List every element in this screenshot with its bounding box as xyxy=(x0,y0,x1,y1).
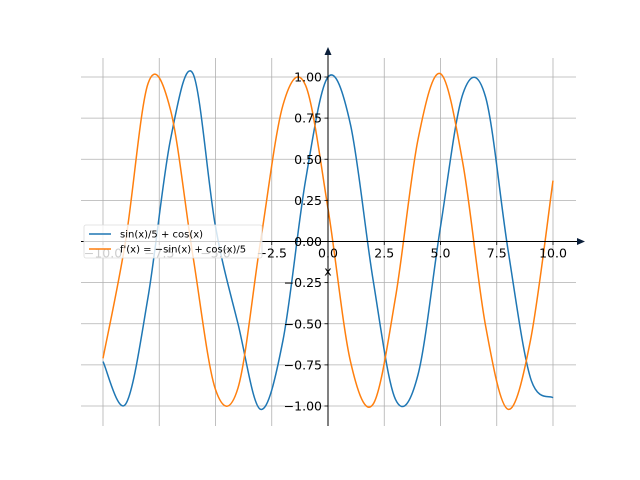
x-axis-label: x xyxy=(324,264,331,279)
x-tick-label: 7.5 xyxy=(487,246,507,261)
x-tick-label: 2.5 xyxy=(374,246,394,261)
legend-label-2: f'(x) = −sin(x) + cos(x)/5 xyxy=(120,245,246,256)
y-tick-label: 1.00 xyxy=(294,70,322,85)
y-tick-label: −0.75 xyxy=(284,357,322,372)
x-tick-label: −2.5 xyxy=(257,246,287,261)
legend-label-1: sin(x)/5 + cos(x) xyxy=(120,230,203,241)
y-tick-label: 0.75 xyxy=(294,111,322,126)
y-tick-label: −0.25 xyxy=(284,275,322,290)
origin-tick-label: 0.00 xyxy=(294,234,322,249)
y-axis-arrow-icon xyxy=(324,47,332,55)
legend: sin(x)/5 + cos(x) f'(x) = −sin(x) + cos(x… xyxy=(83,224,263,259)
x-tick-label: 5.0 xyxy=(431,246,451,261)
y-tick-label: 0.25 xyxy=(294,193,322,208)
x-tick-label: 0.0 xyxy=(318,246,338,261)
y-tick-label: −1.00 xyxy=(284,399,322,414)
y-tick-label: −0.50 xyxy=(284,316,322,331)
x-tick-label: 10.0 xyxy=(539,246,567,261)
legend-box xyxy=(83,224,263,259)
x-axis-arrow-icon xyxy=(577,238,585,245)
y-tick-label: 0.50 xyxy=(294,152,322,167)
